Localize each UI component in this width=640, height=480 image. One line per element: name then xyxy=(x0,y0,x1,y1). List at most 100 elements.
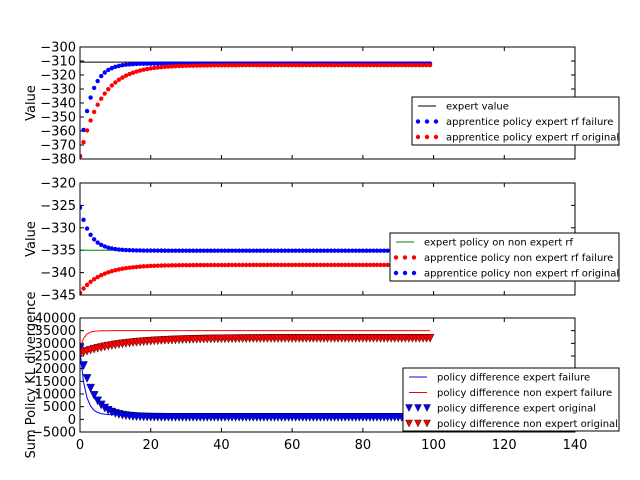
series-apprentice-policy-expert-rf-original-point xyxy=(229,63,235,68)
series-apprentice-policy-expert-rf-original-point xyxy=(417,63,422,68)
legend-key-apprentice-policy-non-expert-rf-original xyxy=(393,270,399,276)
series-apprentice-policy-non-expert-rf-original-point xyxy=(180,248,185,253)
series-apprentice-policy-expert-rf-original-point xyxy=(325,63,330,68)
series-apprentice-policy-expert-rf-original-point xyxy=(272,63,277,68)
series-apprentice-policy-non-expert-rf-original-point xyxy=(155,248,160,253)
series-apprentice-policy-non-expert-rf-original-point xyxy=(190,248,196,253)
series-apprentice-policy-non-expert-rf-failure-point xyxy=(180,263,185,268)
series-apprentice-policy-expert-rf-original-point xyxy=(427,63,433,68)
y-tick-label: −335 xyxy=(40,244,76,259)
series-apprentice-policy-non-expert-rf-original-point xyxy=(346,248,351,253)
legend-key-policy-difference-expert-original xyxy=(423,404,431,412)
series-apprentice-policy-non-expert-rf-original-point xyxy=(265,248,270,253)
series-apprentice-policy-non-expert-rf-original-point xyxy=(339,248,344,253)
legend-label: policy difference non expert original xyxy=(437,419,618,430)
legend-key-apprentice-policy-expert-rf-failure xyxy=(424,119,430,124)
series-apprentice-policy-non-expert-rf-original-point xyxy=(91,237,97,242)
series-apprentice-policy-expert-rf-failure-point xyxy=(120,63,125,68)
series-apprentice-policy-non-expert-rf-original-point xyxy=(342,248,348,253)
series-apprentice-policy-non-expert-rf-original-point xyxy=(321,248,327,253)
series-apprentice-policy-non-expert-rf-failure-point xyxy=(109,268,115,274)
series-apprentice-policy-non-expert-rf-failure-point xyxy=(201,262,206,268)
series-apprentice-policy-non-expert-rf-failure-point xyxy=(360,262,366,268)
plot-area xyxy=(80,205,433,295)
series-apprentice-policy-non-expert-rf-failure-point xyxy=(236,262,242,268)
series-apprentice-policy-expert-rf-failure-point xyxy=(95,78,100,84)
series-apprentice-policy-expert-rf-original-point xyxy=(286,63,291,68)
series-apprentice-policy-non-expert-rf-original-point xyxy=(113,246,118,252)
series-apprentice-policy-non-expert-rf-original-point xyxy=(364,248,369,253)
series-apprentice-policy-non-expert-rf-failure-point xyxy=(321,262,327,268)
x-tick-label: 140 xyxy=(563,438,588,453)
series-apprentice-policy-expert-rf-original-point xyxy=(88,118,93,123)
series-apprentice-policy-non-expert-rf-failure-point xyxy=(130,265,136,270)
series-apprentice-policy-non-expert-rf-original-point xyxy=(311,248,316,253)
series-apprentice-policy-expert-rf-original-point xyxy=(254,63,259,68)
legend-key-apprentice-policy-non-expert-rf-original xyxy=(411,270,417,276)
y-tick-label: 40000 xyxy=(35,312,76,327)
y-tick-label: −350 xyxy=(40,111,76,126)
series-apprentice-policy-non-expert-rf-failure-point xyxy=(332,262,337,268)
series-apprentice-policy-non-expert-rf-original-point xyxy=(251,248,256,253)
series-apprentice-policy-non-expert-rf-failure-point xyxy=(374,262,380,268)
series-apprentice-policy-expert-rf-failure-point xyxy=(109,65,115,71)
legend: policy difference expert failure policy d… xyxy=(402,367,620,432)
series-apprentice-policy-non-expert-rf-original-point xyxy=(88,232,93,238)
series-apprentice-policy-non-expert-rf-original-point xyxy=(332,248,337,253)
series-apprentice-policy-expert-rf-original-point xyxy=(127,71,132,77)
series-apprentice-policy-expert-rf-original-point xyxy=(201,63,206,68)
series-apprentice-policy-non-expert-rf-failure-point xyxy=(371,262,376,268)
series-apprentice-policy-non-expert-rf-original-point xyxy=(236,248,242,253)
series-apprentice-policy-expert-rf-original-point xyxy=(381,63,387,68)
series-apprentice-policy-non-expert-rf-original-point xyxy=(229,248,235,253)
series-apprentice-policy-non-expert-rf-original-point xyxy=(378,248,383,253)
series-apprentice-policy-non-expert-rf-failure-point xyxy=(226,262,231,268)
series-apprentice-policy-non-expert-rf-original-point xyxy=(81,217,86,223)
series-apprentice-policy-expert-rf-original-point xyxy=(183,63,189,69)
series-apprentice-policy-non-expert-rf-failure-point xyxy=(81,286,86,291)
series-apprentice-policy-non-expert-rf-original-point xyxy=(106,245,111,250)
legend-key-apprentice-policy-non-expert-rf-failure xyxy=(402,255,408,260)
legend-label: policy difference expert failure xyxy=(437,373,590,384)
series-apprentice-policy-expert-rf-failure-point xyxy=(141,61,146,66)
series-apprentice-policy-non-expert-rf-failure-point xyxy=(120,266,125,271)
series-apprentice-policy-non-expert-rf-failure-point xyxy=(148,263,153,269)
series-apprentice-policy-expert-rf-original-point xyxy=(403,63,408,68)
chart-panel-2: −320 −325 −330 −335 −340 −345 Value expert poli… xyxy=(24,177,620,304)
series-apprentice-policy-expert-rf-original-point xyxy=(364,63,369,68)
series-apprentice-policy-non-expert-rf-original-point xyxy=(187,248,192,253)
series-apprentice-policy-expert-rf-original-point xyxy=(321,63,327,68)
series-apprentice-policy-non-expert-rf-original-point xyxy=(258,248,263,253)
series-apprentice-policy-expert-rf-original-point xyxy=(120,75,125,80)
series-apprentice-policy-non-expert-rf-failure-point xyxy=(282,262,288,268)
series-apprentice-policy-non-expert-rf-failure-point xyxy=(243,262,249,268)
series-apprentice-policy-non-expert-rf-original-point xyxy=(385,248,390,253)
series-apprentice-policy-expert-rf-original-point xyxy=(406,63,412,68)
series-apprentice-policy-non-expert-rf-original-point xyxy=(116,247,122,252)
series-apprentice-policy-expert-rf-original-point xyxy=(113,80,118,85)
series-apprentice-policy-expert-rf-original-point xyxy=(300,63,305,68)
series-apprentice-policy-expert-rf-original-point xyxy=(413,63,419,68)
series-apprentice-policy-non-expert-rf-failure-point xyxy=(123,265,129,271)
series-apprentice-policy-expert-rf-original-point xyxy=(392,63,397,68)
series-apprentice-policy-non-expert-rf-failure-point xyxy=(254,262,259,268)
series-apprentice-policy-expert-rf-original-point xyxy=(81,140,86,145)
series-apprentice-policy-expert-rf-original-point xyxy=(236,63,242,68)
series-apprentice-policy-non-expert-rf-original-point xyxy=(130,248,136,253)
series-apprentice-policy-expert-rf-original-point xyxy=(318,63,323,68)
series-apprentice-policy-expert-rf-failure-point xyxy=(144,61,150,66)
series-apprentice-policy-expert-rf-original-point xyxy=(339,63,344,68)
legend-key-policy-difference-expert-original xyxy=(405,404,413,412)
series-apprentice-policy-expert-rf-original-point xyxy=(243,63,249,68)
series-apprentice-policy-non-expert-rf-failure-point xyxy=(300,262,305,268)
series-apprentice-policy-expert-rf-original-point xyxy=(268,63,274,68)
series-apprentice-policy-non-expert-rf-original-point xyxy=(120,247,125,253)
series-apprentice-policy-expert-rf-original-point xyxy=(148,66,153,71)
series-apprentice-policy-expert-rf-failure-point xyxy=(127,62,132,67)
series-apprentice-policy-non-expert-rf-failure-point xyxy=(261,262,267,268)
legend-box xyxy=(389,232,620,282)
series-apprentice-policy-non-expert-rf-original-point xyxy=(99,242,104,248)
y-tick-label: 30000 xyxy=(35,337,76,352)
y-tick-label: −340 xyxy=(40,97,76,112)
y-tick-label: −330 xyxy=(40,221,76,236)
